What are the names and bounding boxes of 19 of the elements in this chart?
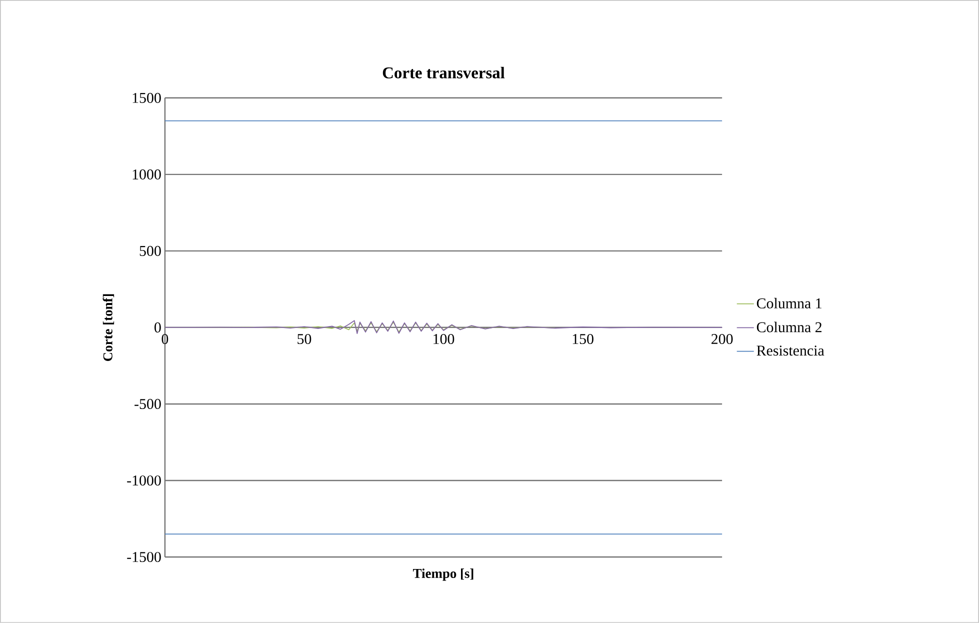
legend-label: Columna 1 bbox=[756, 298, 822, 308]
y-tick-label: 0 bbox=[154, 322, 161, 333]
x-tick-label: 150 bbox=[572, 334, 594, 344]
x-tick-label: 100 bbox=[434, 334, 454, 344]
chart-title: Corte transversal bbox=[382, 66, 505, 78]
y-tick-label: 1500 bbox=[132, 92, 161, 103]
y-tick-label: 1000 bbox=[132, 169, 161, 180]
legend-label: Resistencia bbox=[756, 346, 824, 356]
y-tick-label: -1000 bbox=[127, 475, 161, 486]
x-axis-title: Tiempo [s] bbox=[413, 568, 474, 581]
y-axis-title: Corte [tonf] bbox=[102, 294, 114, 362]
x-tick-label: 200 bbox=[712, 334, 733, 344]
y-tick-label: 500 bbox=[140, 246, 161, 256]
y-tick-label: -1500 bbox=[127, 552, 161, 562]
line-series bbox=[164, 320, 723, 334]
x-tick-label: 0 bbox=[162, 334, 168, 344]
legend-label: Columna 2 bbox=[756, 322, 822, 332]
y-tick-label: -500 bbox=[134, 398, 161, 410]
x-tick-label: 50 bbox=[298, 334, 312, 344]
